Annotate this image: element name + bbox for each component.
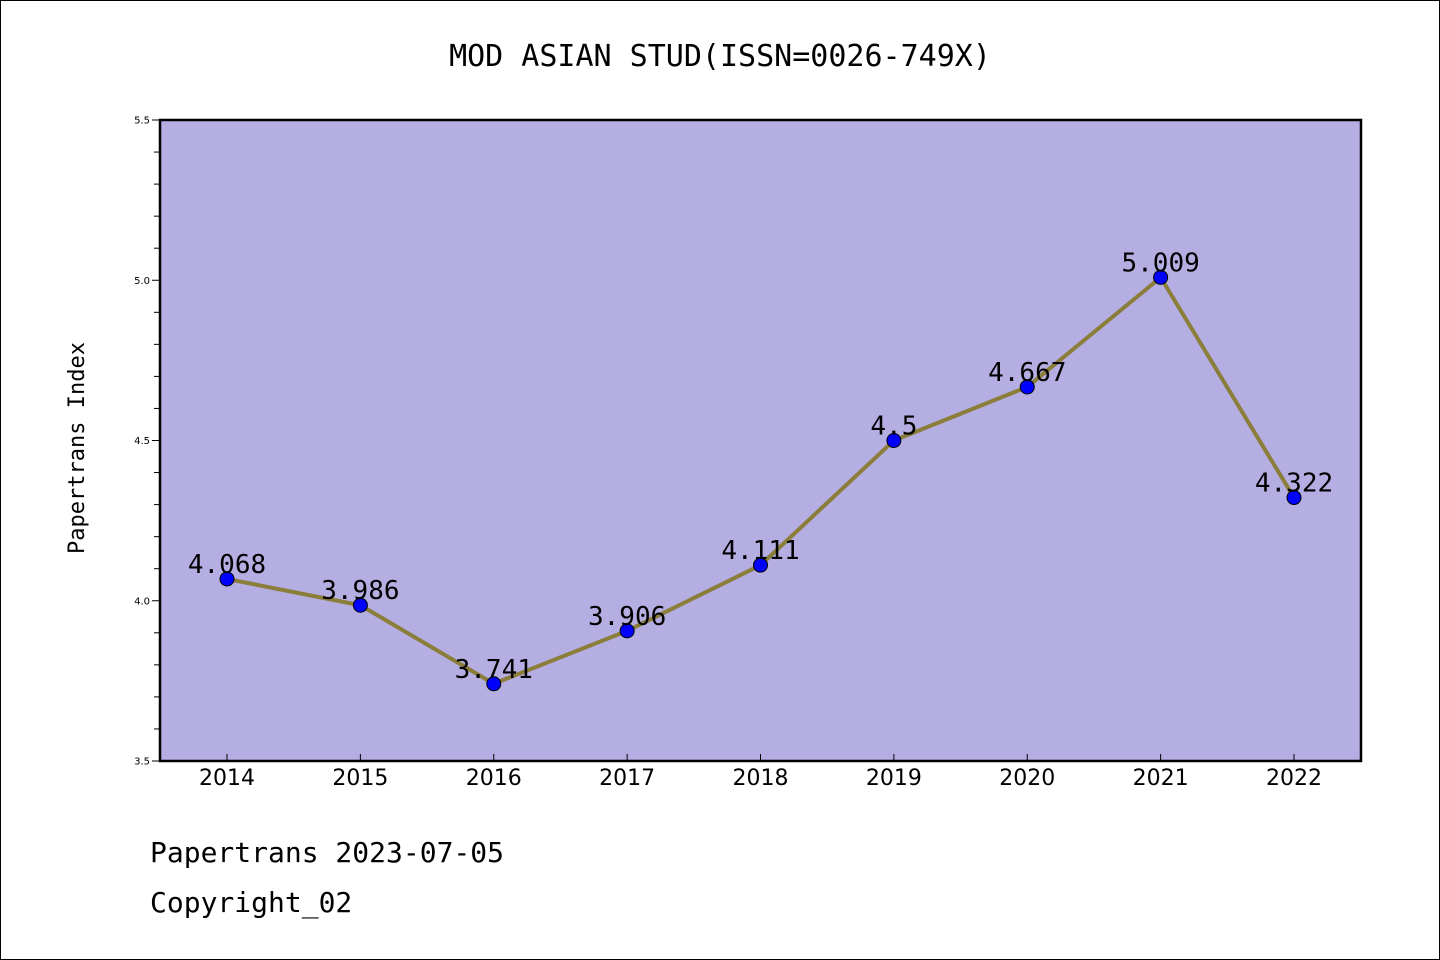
x-axis: 2014 2015 2016 2017 2018 2019 2020 2021 2022 (199, 754, 1322, 791)
plot-area (160, 120, 1361, 761)
y-axis-label: Papertrans Index (65, 342, 90, 554)
chart-title: MOD ASIAN STUD(ISSN=0026-749X) (449, 39, 991, 74)
data-points (219, 269, 1302, 692)
data-label: 3.986 (321, 576, 399, 606)
y-tick-label: 5.0 (134, 276, 150, 287)
y-tick-label: 3.5 (134, 757, 150, 768)
data-label: 3.741 (455, 655, 533, 685)
x-tick-label: 2019 (866, 766, 922, 791)
y-tick-label: 4.5 (134, 436, 150, 447)
data-point (1019, 379, 1035, 395)
data-label: 4.068 (188, 550, 266, 580)
y-tick-label: 4.0 (134, 596, 150, 607)
data-point (486, 676, 502, 692)
data-point (619, 623, 635, 639)
x-tick-label: 2014 (199, 766, 255, 791)
data-label: 4.5 (870, 412, 917, 442)
footer-date: Papertrans 2023-07-05 (150, 836, 505, 869)
x-tick-label: 2017 (599, 766, 655, 791)
x-tick-label: 2016 (466, 766, 522, 791)
plot-border (158, 118, 1363, 763)
x-tick-label: 2022 (1266, 766, 1322, 791)
x-tick-label: 2020 (999, 766, 1055, 791)
data-point (753, 557, 768, 573)
data-point (1153, 269, 1169, 285)
y-tick-label: 5.5 (134, 116, 150, 127)
data-label: 4.322 (1255, 469, 1333, 499)
x-tick-label: 2021 (1133, 766, 1189, 791)
data-label: 5.009 (1121, 248, 1199, 278)
data-label: 4.111 (721, 536, 799, 566)
data-point (886, 433, 902, 448)
data-labels: 4.068 3.986 3.741 3.906 4.111 4.5 4.667 5.009 4.… (188, 248, 1333, 684)
footer-copyright: Copyright_02 (150, 886, 353, 919)
data-label: 4.667 (988, 358, 1066, 388)
data-point (1286, 490, 1302, 506)
x-tick-label: 2018 (733, 766, 789, 791)
data-label: 3.906 (588, 602, 666, 632)
x-tick-label: 2015 (332, 766, 388, 791)
data-point (352, 597, 368, 613)
y-axis: 3.5 4.0 4.5 5.0 5.5 (134, 116, 160, 768)
data-point (219, 571, 235, 587)
